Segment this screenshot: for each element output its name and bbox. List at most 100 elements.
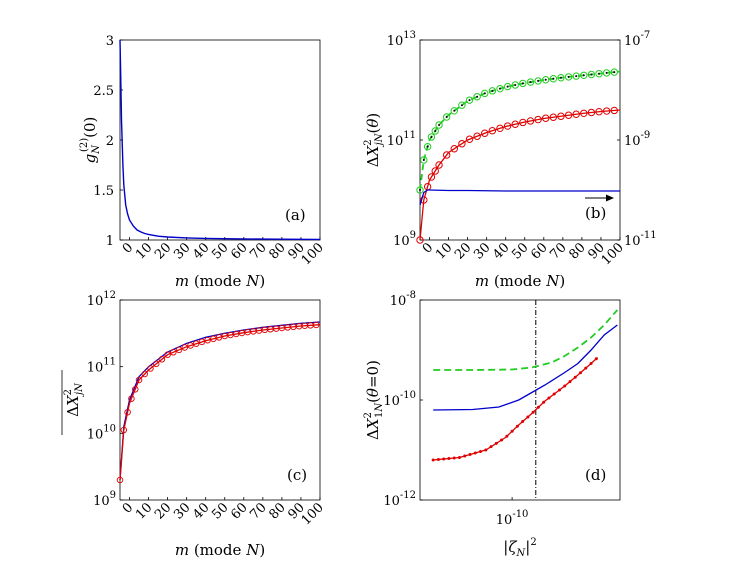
series-marker — [481, 129, 489, 137]
series-marker — [473, 132, 481, 140]
panel-a-series — [119, 39, 321, 241]
series-marker — [128, 395, 135, 402]
series-line-red-circles — [419, 109, 621, 241]
series-marker — [450, 145, 458, 153]
series-marker — [602, 107, 611, 115]
series-line-green-dashed — [419, 70, 621, 191]
y-tick-label: 2.5 — [93, 84, 114, 99]
y-tick-label: 1010 — [87, 423, 116, 442]
series-marker — [124, 408, 131, 416]
panel-b-series — [416, 68, 621, 244]
series-marker-dot — [598, 72, 601, 75]
series-marker — [431, 167, 439, 175]
series-marker — [531, 410, 535, 414]
series-marker-dot — [422, 159, 425, 161]
panel-c-label: (c) — [287, 466, 307, 484]
series-marker — [549, 75, 558, 83]
series-marker — [423, 142, 432, 151]
x-tick-label: 0 — [120, 500, 136, 516]
series-marker — [552, 392, 556, 396]
panel-a-xlabel: m (mode N) — [175, 272, 265, 290]
series-marker — [568, 380, 572, 384]
x-tick-label: 0 — [120, 240, 136, 256]
panel-c-frame — [119, 299, 321, 501]
series-marker — [519, 118, 527, 127]
y-tick-label: 1011 — [387, 130, 416, 149]
panel-d: 10-10 10-12 10-10 10-8 (d) |ζN|2 ΔX21N(θ=0… — [363, 290, 621, 559]
y-tick-label: 1.5 — [93, 184, 114, 199]
series-marker — [170, 349, 177, 356]
series-marker-dot — [476, 95, 479, 98]
y-tick-label: 1011 — [87, 357, 116, 376]
series-marker — [519, 79, 527, 88]
series-marker — [450, 107, 458, 115]
series-line-red — [433, 357, 599, 461]
series-marker — [187, 342, 194, 349]
series-marker — [557, 112, 565, 120]
series-marker — [573, 375, 577, 379]
series-marker — [131, 386, 139, 393]
panel-d-yticks: 10-12 10-10 10-8 — [383, 290, 423, 509]
series-marker-dot — [605, 71, 608, 74]
series-marker — [572, 110, 580, 118]
series-marker — [442, 113, 451, 121]
series-marker — [416, 236, 424, 244]
y-tick-label: 3 — [106, 34, 114, 49]
panel-d-ylabel: ΔX21N(θ=0) — [363, 360, 385, 440]
series-marker — [496, 124, 504, 133]
series-marker — [496, 84, 504, 93]
series-marker — [494, 441, 498, 445]
series-marker — [481, 89, 489, 98]
panel-a-ylabel: gN(2)(0) — [79, 117, 102, 164]
series-marker — [500, 438, 504, 442]
series-marker-dot — [491, 89, 494, 92]
x-tick-label: 100 — [299, 240, 327, 268]
series-marker — [458, 101, 466, 109]
series-line-blue — [433, 324, 618, 411]
panel-a-label: (a) — [285, 206, 306, 224]
y-tick-label: 10-12 — [383, 490, 416, 509]
series-marker — [510, 429, 514, 433]
series-marker — [580, 71, 588, 80]
series-marker — [503, 82, 512, 91]
series-line-blue — [119, 321, 321, 481]
panel-b-yticks: 109 10-11 1011 10-9 1013 10-7 — [387, 30, 657, 249]
series-marker — [420, 156, 428, 164]
series-marker-dot — [468, 99, 471, 102]
series-marker-dot — [613, 71, 616, 74]
series-marker-dot — [567, 75, 570, 78]
series-marker — [557, 74, 565, 82]
x-tick-label: 10-10 — [496, 509, 529, 528]
svg-text:ΔX2jN: ΔX2jN — [63, 382, 85, 417]
series-marker-dot — [460, 104, 463, 107]
panel-b-label: (b) — [585, 204, 606, 222]
series-marker — [557, 388, 561, 392]
series-marker — [436, 458, 440, 461]
series-marker-dot — [445, 116, 448, 118]
series-line-green-dashed — [433, 309, 619, 371]
series-marker — [489, 445, 493, 449]
series-line-blue — [419, 189, 620, 206]
series-marker-dot — [419, 189, 421, 191]
series-marker — [158, 356, 166, 363]
series-marker-dot — [521, 82, 524, 85]
series-marker — [602, 69, 611, 77]
series-line-red-circles — [119, 324, 321, 481]
series-marker — [147, 365, 154, 372]
series-marker — [584, 366, 588, 370]
y-right-tick-label: 10-7 — [624, 30, 650, 49]
series-marker-dot — [453, 109, 456, 112]
series-marker — [135, 376, 143, 384]
series-marker — [547, 396, 551, 400]
series-marker — [181, 344, 189, 351]
series-marker — [152, 360, 160, 368]
series-marker — [463, 454, 467, 458]
series-marker — [536, 405, 540, 409]
series-marker — [452, 456, 456, 460]
panel-d-label: (d) — [585, 466, 606, 484]
series-marker-dot — [514, 84, 517, 86]
panel-c-series — [116, 321, 321, 484]
